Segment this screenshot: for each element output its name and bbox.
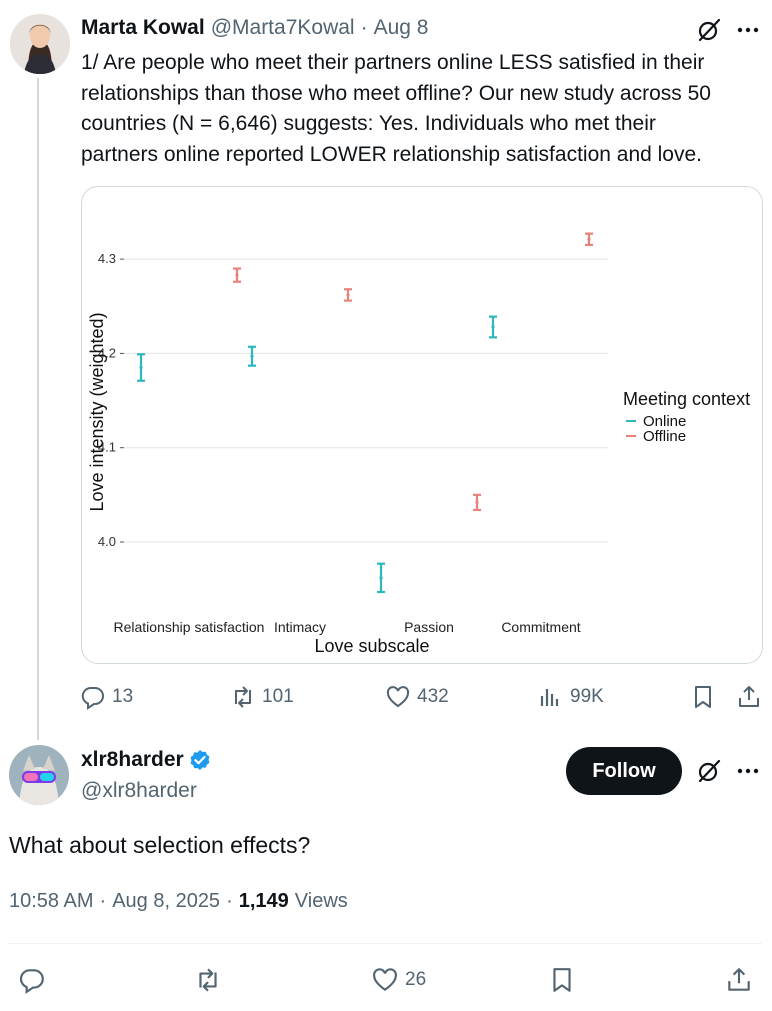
x-tick-label: Passion [404, 619, 454, 635]
author-handle[interactable]: @Marta7Kowal [210, 16, 355, 39]
verified-badge-icon [190, 750, 210, 770]
reply-count: 13 [112, 686, 134, 707]
share-button[interactable] [736, 684, 762, 710]
legend-label: Offline [643, 428, 686, 445]
data-point [491, 325, 495, 329]
views-button[interactable]: 99K [538, 684, 604, 710]
reply-share-button[interactable] [725, 966, 753, 994]
y-tick-label: 4.0 [98, 534, 116, 549]
author-name[interactable]: Marta Kowal [81, 16, 205, 39]
views-icon [540, 689, 559, 706]
grok-button[interactable] [695, 16, 723, 44]
avatar-xlr8harder-image [9, 745, 69, 805]
legend-label: Online [643, 413, 686, 430]
data-point [139, 365, 143, 370]
share-icon [739, 686, 759, 707]
avatar-xlr8harder[interactable] [9, 745, 69, 805]
repost-icon [199, 968, 217, 992]
legend-title: Meeting context [623, 389, 750, 409]
meta-separator: · [226, 890, 233, 912]
reply-like-button[interactable]: 26 [371, 966, 426, 994]
reply-bookmark-button[interactable] [548, 966, 576, 994]
bookmark-icon [553, 968, 571, 992]
y-tick-label: 4.2 [98, 345, 116, 360]
reply-author-handle[interactable]: @xlr8harder [81, 779, 197, 802]
repost-button[interactable]: 101 [230, 684, 294, 710]
data-point [346, 293, 350, 297]
data-point [475, 500, 479, 504]
reply-reply-button[interactable] [18, 966, 46, 994]
like-icon [373, 968, 397, 991]
reply-more-button[interactable] [734, 757, 762, 785]
thread-line [37, 78, 39, 740]
repost-count: 101 [262, 686, 294, 707]
reply-grok-button[interactable] [695, 757, 723, 785]
meta-separator: · [360, 16, 368, 39]
avatar-marta-image [10, 14, 70, 74]
reply-date[interactable]: Aug 8, 2025 [112, 890, 221, 912]
like-icon [386, 686, 410, 708]
views-count: 99K [570, 686, 604, 707]
reply-author-name[interactable]: xlr8harder [81, 748, 184, 771]
tweet-text-line: partners online reported LOWER relations… [81, 142, 702, 166]
avatar-marta[interactable] [10, 14, 70, 74]
data-point [587, 237, 591, 241]
media-card[interactable]: 4.0 4.1 4.2 4.3 Relationship satisfaction Int… [81, 186, 763, 664]
repost-icon [235, 686, 251, 708]
reply-icon [19, 969, 44, 994]
reply-views-label: Views [294, 890, 348, 912]
like-count: 432 [417, 686, 449, 707]
reply-time[interactable]: 10:58 AM [9, 890, 94, 912]
grok-icon [698, 759, 721, 783]
tweet-date[interactable]: Aug 8 [373, 16, 429, 39]
data-point [379, 576, 383, 580]
tweet-text: 1/ Are people who meet their partners on… [81, 48, 766, 170]
reply-text: What about selection effects? [9, 832, 311, 858]
data-point [250, 354, 254, 358]
more-button[interactable] [734, 16, 762, 44]
data-point [235, 273, 239, 277]
y-tick-label: 4.3 [98, 251, 116, 266]
x-axis-title: Love subscale [314, 636, 429, 656]
chart: 4.0 4.1 4.2 4.3 Relationship satisfaction Int… [87, 232, 750, 656]
x-tick-label: Commitment [501, 619, 580, 635]
reply-like-count: 26 [405, 969, 427, 990]
more-icon [737, 27, 759, 33]
reply-repost-button[interactable] [194, 966, 222, 994]
more-icon [737, 768, 759, 774]
reply-icon [81, 686, 104, 710]
bookmark-icon [695, 686, 711, 708]
y-axis-title: Love intensity (weighted) [87, 312, 107, 511]
divider [8, 943, 762, 944]
bookmark-button[interactable] [690, 684, 716, 710]
x-tick-label: Relationship satisfaction [114, 619, 265, 635]
grok-icon [698, 18, 721, 42]
tweet-text-line: relationships than those who meet offlin… [81, 81, 711, 105]
reply-views-count: 1,149 [238, 890, 289, 912]
y-tick-label: 4.1 [98, 440, 116, 455]
share-icon [728, 968, 750, 991]
x-tick-label: Intimacy [274, 619, 326, 635]
tweet-text-line: countries (N = 6,646) suggests: Yes. Ind… [81, 112, 656, 135]
tweet-text-line: 1/ Are people who meet their partners on… [81, 51, 705, 74]
reply-button[interactable]: 13 [80, 684, 133, 710]
meta-separator: · [99, 890, 107, 912]
follow-button[interactable]: Follow [566, 747, 682, 795]
like-button[interactable]: 432 [385, 684, 449, 710]
